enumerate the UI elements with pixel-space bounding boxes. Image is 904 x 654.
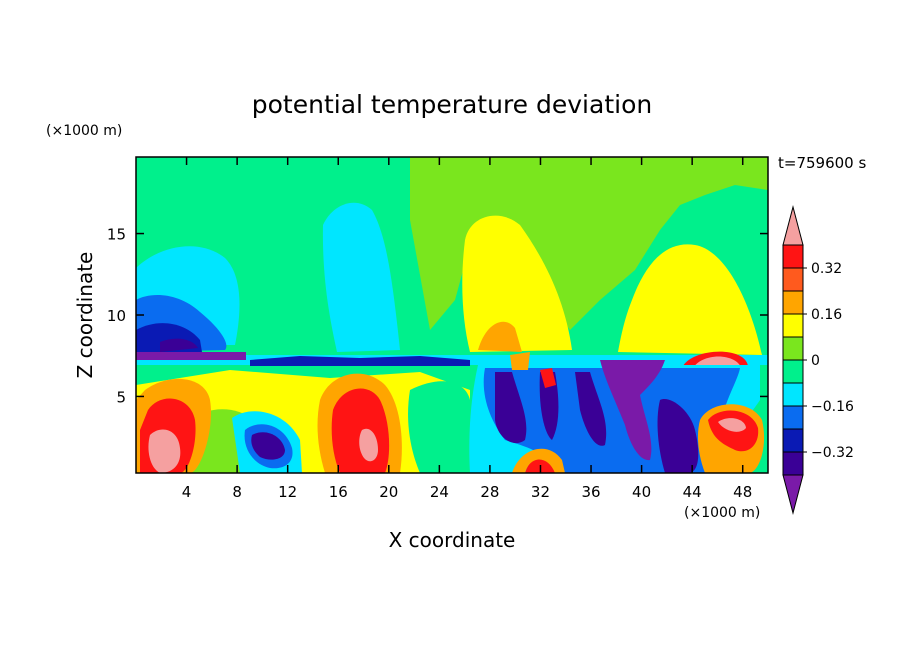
region-upper-light-green	[410, 157, 768, 330]
colorbar-bin	[782, 313, 804, 338]
inversion-blue-streaks	[250, 356, 470, 366]
region-pink-lower-right	[718, 418, 746, 432]
x-tick-label: 4	[182, 483, 192, 501]
colorbar-bin	[782, 359, 804, 384]
colorbar-bin	[782, 382, 804, 407]
region-red-upper-plume	[540, 368, 556, 388]
colorbar-label: 0.16	[811, 307, 842, 323]
inversion-purple-band	[136, 352, 246, 360]
x-tick-label: 16	[329, 483, 348, 501]
colorbar: 0.32 0.16 0 −0.16 −0.32	[782, 205, 854, 515]
colorbar-bottom-arrow	[782, 474, 804, 515]
colorbar-label: −0.32	[811, 445, 854, 461]
plot-field	[136, 157, 768, 473]
x-tick-label: 20	[379, 483, 398, 501]
colorbar-bin	[782, 267, 804, 292]
y-unit-label: (×1000 m)	[46, 123, 122, 139]
region-orange-upper	[478, 321, 522, 352]
colorbar-bin	[782, 336, 804, 361]
y-tick-label: 5	[116, 388, 126, 406]
x-tick-label: 48	[733, 483, 752, 501]
region-indigo-plume-4	[600, 360, 665, 461]
y-axis-label: Z coordinate	[73, 252, 97, 379]
region-pink-lower-mid	[359, 428, 378, 462]
region-pink-lower-left	[148, 429, 181, 473]
region-orange-bottom-mid	[512, 448, 565, 473]
colorbar-bin	[782, 428, 804, 453]
y-tick-label: 15	[107, 226, 126, 244]
region-indigo-lower-left	[251, 432, 285, 460]
x-tick-label: 12	[278, 483, 297, 501]
colorbar-label: −0.16	[811, 399, 854, 415]
region-indigo-upper-left	[160, 338, 198, 352]
region-indigo-plume-2	[539, 372, 559, 440]
region-orange-upper-plume	[510, 352, 530, 370]
region-indigo-plume-5	[657, 399, 699, 473]
region-yellow-right	[618, 244, 762, 355]
region-cyan-middle	[322, 202, 400, 352]
x-axis-ticks: 4 8 12 16 20 24 28 32 36 40 44 48	[182, 157, 752, 501]
x-tick-label: 28	[480, 483, 499, 501]
region-indigo-plume-1	[495, 372, 527, 444]
x-tick-label: 44	[683, 483, 702, 501]
region-red-lower-mid	[331, 388, 390, 473]
colorbar-top-arrow	[782, 205, 804, 246]
chart-title: potential temperature deviation	[252, 90, 652, 119]
colorbar-bin	[782, 244, 804, 269]
region-yellow-left	[462, 215, 572, 352]
colorbar-label: 0	[811, 353, 820, 369]
x-tick-label: 32	[531, 483, 550, 501]
region-indigo-plume-3	[575, 372, 607, 446]
colorbar-bin	[782, 405, 804, 430]
region-green-lower-mid	[408, 381, 470, 473]
y-tick-label: 10	[107, 307, 126, 325]
x-tick-label: 40	[632, 483, 651, 501]
time-label: t=759600 s	[778, 154, 866, 172]
colorbar-label: 0.32	[811, 261, 842, 277]
x-axis-label: X coordinate	[389, 528, 516, 552]
x-unit-label: (×1000 m)	[684, 505, 760, 521]
colorbar-bin	[782, 290, 804, 315]
x-tick-label: 8	[232, 483, 242, 501]
region-red-upper-right	[682, 351, 748, 370]
x-tick-label: 24	[430, 483, 449, 501]
colorbar-bin	[782, 451, 804, 476]
y-axis-ticks: 5 10 15	[107, 226, 768, 406]
x-tick-label: 36	[581, 483, 600, 501]
